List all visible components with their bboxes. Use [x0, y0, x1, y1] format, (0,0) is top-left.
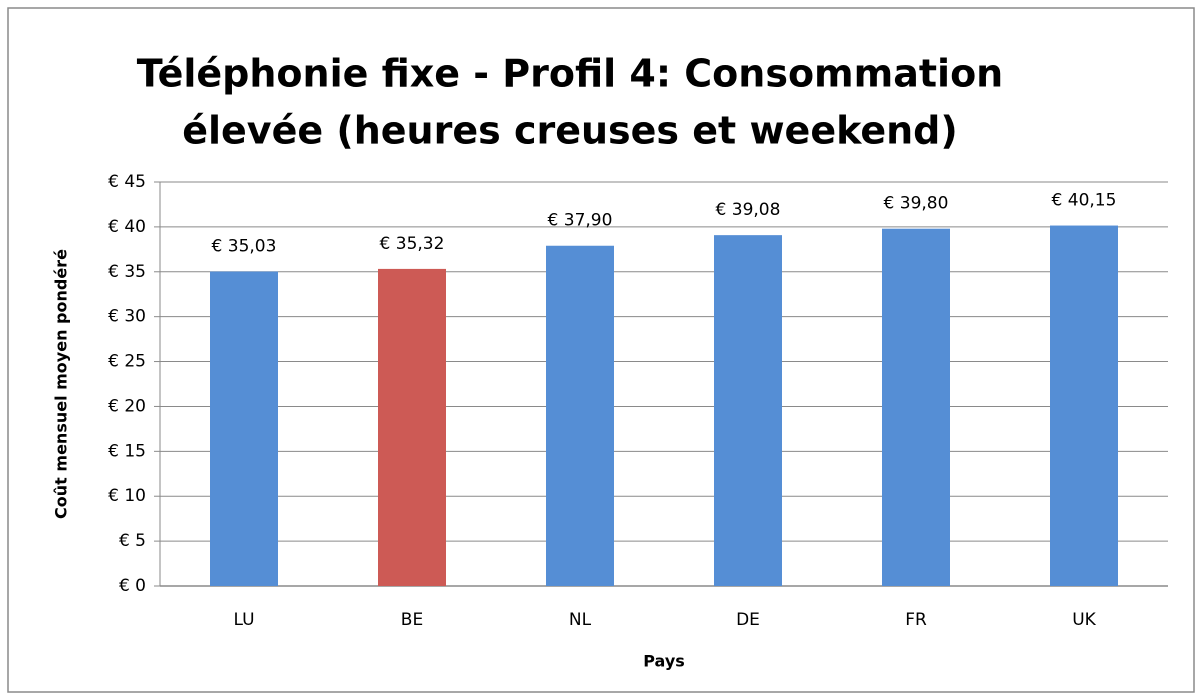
data-label: € 39,08	[716, 200, 781, 220]
x-tick-label: NL	[569, 610, 592, 630]
x-tick-label: FR	[905, 610, 927, 630]
bar	[882, 228, 950, 586]
y-tick-label: € 40	[108, 217, 146, 237]
data-label: € 37,90	[548, 211, 613, 231]
y-tick-label: € 30	[108, 307, 146, 327]
x-tick-label: LU	[233, 610, 254, 630]
y-tick-label: € 20	[108, 396, 146, 416]
y-tick-label: € 25	[108, 352, 146, 372]
y-tick-label: € 10	[108, 486, 146, 506]
y-tick-label: € 15	[108, 441, 146, 461]
bar	[546, 245, 614, 586]
y-tick-label: € 0	[119, 576, 146, 596]
data-label: € 35,03	[212, 237, 277, 257]
bar	[714, 235, 782, 586]
bar	[378, 268, 446, 586]
data-label: € 35,32	[380, 234, 445, 254]
y-tick-label: € 35	[108, 262, 146, 282]
bar	[210, 271, 278, 586]
y-tick-label: € 5	[119, 531, 146, 551]
x-tick-label: BE	[401, 610, 423, 630]
chart-title: élevée (heures creuses et weekend)	[182, 109, 958, 153]
y-axis-label: Coût mensuel moyen pondéré	[52, 249, 71, 519]
data-label: € 40,15	[1052, 191, 1117, 211]
x-tick-label: UK	[1072, 610, 1096, 630]
x-tick-label: DE	[736, 610, 760, 630]
data-label: € 39,80	[884, 194, 949, 214]
x-axis-label: Pays	[643, 652, 685, 671]
chart-title: Téléphonie fixe - Profil 4: Consommation	[137, 52, 1004, 96]
y-tick-label: € 45	[108, 172, 146, 192]
bar	[1050, 225, 1118, 586]
